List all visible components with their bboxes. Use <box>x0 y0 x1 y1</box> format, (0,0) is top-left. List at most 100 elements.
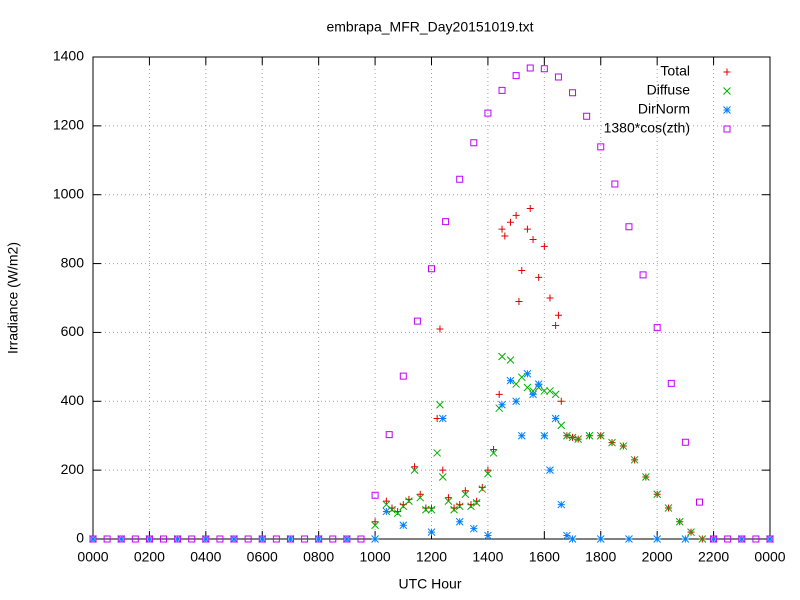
data-point <box>450 505 458 514</box>
data-point <box>103 535 111 543</box>
data-point <box>202 535 210 543</box>
data-point <box>506 356 515 364</box>
data-point <box>574 435 583 444</box>
x-tick-label: 2000 <box>642 549 673 565</box>
data-point <box>411 463 419 471</box>
data-point <box>630 455 639 464</box>
plot-border <box>92 56 771 540</box>
data-point <box>585 431 594 440</box>
data-point <box>554 73 562 81</box>
data-point <box>343 535 351 543</box>
data-point <box>315 535 323 543</box>
data-point <box>343 535 351 543</box>
x-tick-label: 0400 <box>190 549 221 565</box>
data-point <box>145 535 154 543</box>
data-point <box>596 431 605 440</box>
data-point <box>625 223 633 231</box>
data-point <box>286 535 295 543</box>
data-point <box>188 535 196 543</box>
data-point <box>470 139 478 147</box>
data-point <box>89 535 97 543</box>
data-point <box>540 65 548 73</box>
data-point <box>131 535 139 543</box>
data-point <box>517 431 526 440</box>
data-point <box>436 325 444 333</box>
data-point <box>258 535 267 543</box>
data-point <box>216 535 224 543</box>
data-point <box>455 502 464 511</box>
y-tick-label: 200 <box>61 461 85 477</box>
data-point <box>484 531 492 540</box>
x-tick-label: 0000 <box>754 549 785 565</box>
data-point <box>546 294 554 302</box>
data-point <box>489 449 498 457</box>
data-point <box>428 265 435 273</box>
data-point <box>160 535 168 543</box>
data-point <box>625 535 633 543</box>
data-point <box>512 211 520 219</box>
data-point <box>512 72 520 80</box>
data-point <box>416 490 424 498</box>
data-point <box>608 438 616 447</box>
data-point <box>461 490 470 499</box>
data-point <box>371 491 379 499</box>
legend-label: DirNorm <box>638 101 690 117</box>
data-point <box>145 535 153 543</box>
data-point <box>596 535 605 543</box>
data-point <box>422 505 430 514</box>
data-point <box>766 535 774 543</box>
data-point <box>540 431 549 440</box>
data-point <box>611 180 619 188</box>
data-point <box>230 535 238 543</box>
data-point <box>467 501 475 509</box>
data-point <box>498 352 506 361</box>
data-point <box>554 311 562 319</box>
data-point <box>518 266 526 274</box>
data-point <box>540 242 548 250</box>
data-point <box>709 535 718 543</box>
data-point <box>687 528 695 536</box>
data-point <box>681 438 689 446</box>
data-point <box>174 535 182 543</box>
data-point <box>529 235 537 243</box>
data-point <box>675 517 684 526</box>
data-point <box>737 535 746 543</box>
data-point <box>557 500 566 509</box>
y-tick-label: 1200 <box>53 117 84 133</box>
data-point <box>469 524 478 533</box>
data-point <box>698 535 707 543</box>
x-tick-label: 1200 <box>416 549 447 565</box>
data-point <box>506 218 514 226</box>
data-point <box>456 175 464 183</box>
data-point <box>506 376 515 385</box>
data-point <box>512 380 520 388</box>
data-point <box>619 442 628 450</box>
data-point <box>498 86 506 94</box>
data-point <box>484 466 492 474</box>
data-point <box>526 64 534 72</box>
legend-label: Total <box>660 63 690 79</box>
data-point <box>653 535 662 543</box>
data-point <box>642 473 650 481</box>
data-point <box>546 466 554 474</box>
data-point <box>523 225 531 233</box>
x-tick-label: 0800 <box>303 549 334 565</box>
data-point <box>681 535 690 543</box>
data-point <box>427 505 436 514</box>
data-point <box>752 535 760 543</box>
data-point <box>664 504 673 512</box>
data-point <box>258 535 266 543</box>
data-point <box>472 498 481 507</box>
data-point <box>436 400 444 409</box>
data-point <box>517 373 526 382</box>
legend-marker <box>723 68 731 76</box>
data-point <box>329 535 337 543</box>
data-point <box>371 535 379 543</box>
data-point <box>484 109 492 117</box>
data-point <box>444 494 452 502</box>
data-point <box>512 397 520 406</box>
legend-marker <box>723 125 731 133</box>
y-axis-label: Irradiance (W/m2) <box>5 242 21 354</box>
data-point <box>501 232 509 240</box>
